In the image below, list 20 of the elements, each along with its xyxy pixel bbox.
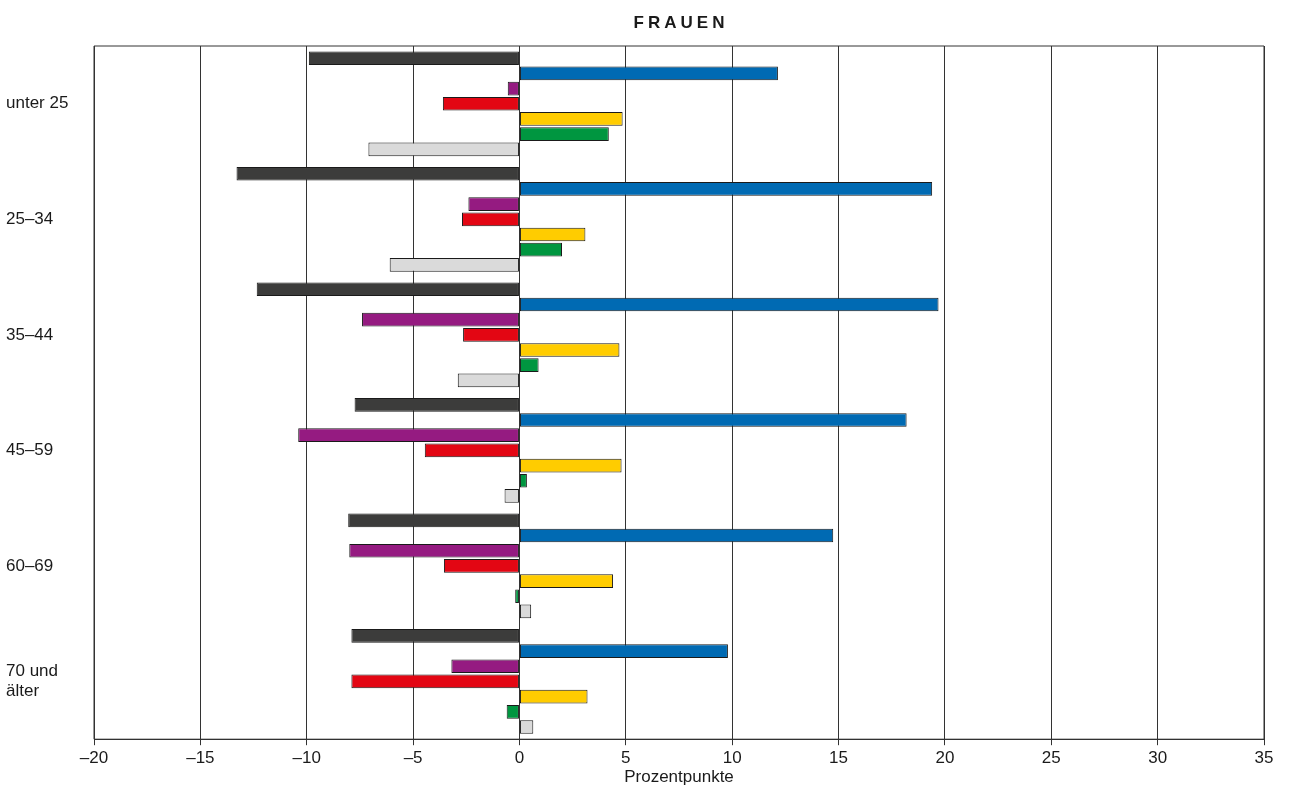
x-tick-label: 10 <box>722 748 742 768</box>
y-tick-label: unter 25 <box>6 93 69 113</box>
y-tick-label: 35–44 <box>6 324 54 344</box>
y-tick-label: 45–59 <box>6 440 54 460</box>
x-tick-label: 30 <box>1148 748 1168 768</box>
x-tick-label: –20 <box>79 748 109 768</box>
y-tick-label: 25–34 <box>6 208 54 228</box>
chart-title: FRAUEN <box>633 12 729 32</box>
x-tick-label: –15 <box>186 748 215 768</box>
x-tick-label: –5 <box>403 748 423 768</box>
x-tick-label: 15 <box>829 748 849 768</box>
x-tick-label: –10 <box>292 748 321 768</box>
x-tick-label: 20 <box>935 748 955 768</box>
x-tick-label: 5 <box>621 748 631 768</box>
y-tick-label: 70 und älter <box>6 660 58 701</box>
x-tick-label: 35 <box>1254 748 1274 768</box>
x-axis-title: Prozentpunkte <box>624 767 734 787</box>
y-tick-label: 60–69 <box>6 555 54 575</box>
x-tick-label: 25 <box>1041 748 1061 768</box>
x-tick-label: 0 <box>514 748 525 768</box>
